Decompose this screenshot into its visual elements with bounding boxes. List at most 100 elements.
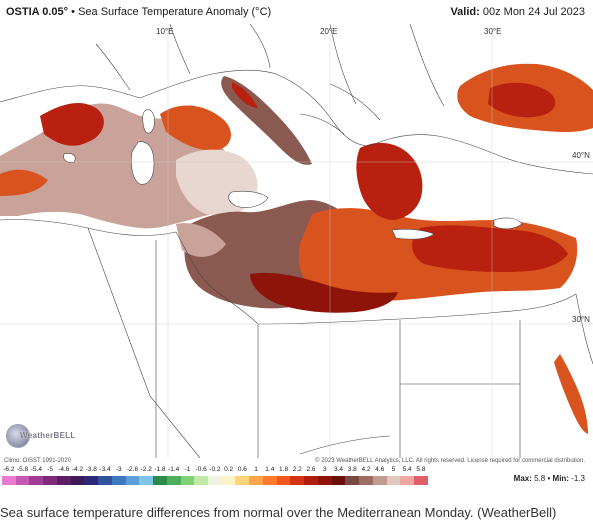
scale-swatch <box>125 476 140 485</box>
scale-bar <box>2 476 428 485</box>
scale-tick-label: -0.2 <box>209 466 221 473</box>
island-sicily <box>228 190 269 208</box>
sea-anomaly-alboran <box>0 169 48 196</box>
scale-tick-label: -1.8 <box>154 466 166 473</box>
scale-swatch <box>139 476 154 485</box>
scale-tick-label: -1.4 <box>168 466 180 473</box>
scale-tick-label: -1 <box>184 466 191 473</box>
country-borders <box>0 24 593 458</box>
lon-label-30e: 30°E <box>484 27 501 36</box>
scale-swatch <box>98 476 112 485</box>
scale-tick-label: -3.8 <box>85 466 97 473</box>
lon-label-10e: 10°E <box>156 27 173 36</box>
scale-swatch <box>166 476 181 485</box>
climo-note: Climo: OISST 1991-2020 <box>4 458 71 464</box>
sea-anomaly-levantine-hot <box>412 225 568 272</box>
map-canvas: 10°E 20°E 30°E 40°N 30°N <box>0 24 593 458</box>
scale-tick-label: -0.6 <box>195 466 207 473</box>
anomaly-map: 10°E 20°E 30°E 40°N 30°N <box>0 24 593 458</box>
scale-tick-label: -4.2 <box>71 466 84 473</box>
lat-label-40n: 40°N <box>572 151 590 160</box>
field-name: Sea Surface Temperature Anomaly (°C) <box>78 6 272 18</box>
scale-swatch <box>111 476 126 485</box>
color-scale: -6.2 -5.8 -5.4 -5 -4.6 -4.2 -3.8 -3.4 -3 -2.6 -2.2… <box>2 466 428 490</box>
scale-swatch <box>345 476 360 485</box>
scale-swatch <box>400 476 415 485</box>
sea-anomaly-western-hot <box>40 102 104 146</box>
maxmin-sep: • <box>547 474 551 483</box>
title-separator: • <box>71 6 75 18</box>
scale-swatch <box>2 476 16 485</box>
scale-tick-label: 1.4 <box>265 466 275 473</box>
scale-swatch <box>386 476 401 485</box>
scale-tick-label: 2.6 <box>306 466 316 473</box>
scale-swatch <box>56 476 71 485</box>
scale-swatch <box>43 476 57 485</box>
scale-tick-label: -5.8 <box>17 466 29 473</box>
scale-tick-label: 4.6 <box>375 466 385 473</box>
scale-swatch <box>153 476 167 485</box>
island-crete <box>391 228 435 240</box>
scale-swatch <box>359 476 373 485</box>
scale-swatch <box>84 476 99 485</box>
sea-anomaly-red-sea <box>554 354 588 434</box>
copyright-note: © 2023 WeatherBELL Analytics, LLC. All r… <box>315 458 585 464</box>
scale-tick-label: -3.4 <box>99 466 111 473</box>
max-min-readout: Max: 5.8 • Min: -1.3 <box>514 474 585 483</box>
scale-tick-label: -5 <box>47 466 53 473</box>
scale-tick-label: -4.6 <box>58 466 70 473</box>
scale-swatch <box>317 476 332 485</box>
scale-swatch <box>235 476 250 485</box>
scale-swatch <box>304 476 318 485</box>
island-sardinia <box>130 141 155 185</box>
figure-caption: Sea surface temperature differences from… <box>0 505 557 520</box>
valid-time-value: 00z Mon 24 Jul 2023 <box>482 6 585 18</box>
scale-tick-label: -3 <box>115 466 122 473</box>
scale-tick-label: 1 <box>254 466 258 473</box>
min-value: -1.3 <box>571 474 585 483</box>
scale-tick-label: -2.2 <box>140 466 152 473</box>
sea-anomaly-ligurian <box>160 105 231 151</box>
map-title: OSTIA 0.05° • Sea Surface Temperature An… <box>0 6 271 18</box>
weatherbell-logo: WeatherBELL <box>4 424 76 450</box>
scale-swatch <box>70 476 85 485</box>
scale-tick-label: -6.2 <box>3 466 15 473</box>
map-header: OSTIA 0.05° • Sea Surface Temperature An… <box>0 0 593 24</box>
scale-tick-label: 3 <box>322 466 327 473</box>
scale-tick-label: 3.8 <box>347 466 357 473</box>
max-value: 5.8 <box>534 474 546 483</box>
product-name: OSTIA 0.05° <box>6 6 69 18</box>
scale-tick-label: -5.4 <box>30 466 42 473</box>
scale-swatch <box>290 476 305 485</box>
scale-swatch <box>180 476 195 485</box>
scale-swatch <box>276 476 291 485</box>
scale-tick-label: 0.2 <box>224 466 234 473</box>
scale-swatch <box>249 476 263 485</box>
sea-anomaly-black-sea-hot <box>488 82 556 118</box>
valid-time: Valid: 00z Mon 24 Jul 2023 <box>450 6 593 18</box>
scale-tick-label: 4.2 <box>361 466 371 473</box>
scale-tick-label: 1.8 <box>279 466 289 473</box>
island-corsica <box>142 109 155 134</box>
scale-swatch <box>15 476 30 485</box>
scale-swatch <box>208 476 222 485</box>
max-label: Max: <box>513 474 532 483</box>
weatherbell-globe-icon <box>6 424 30 448</box>
scale-swatch <box>29 476 44 485</box>
scale-swatch <box>221 476 236 485</box>
island-cyprus <box>493 217 523 230</box>
scale-tick-label: 3.4 <box>333 466 344 473</box>
scale-swatch <box>331 476 346 485</box>
scale-swatch <box>194 476 209 485</box>
logo-text: WeatherBELL <box>20 431 76 440</box>
scale-ticks: -6.2 -5.8 -5.4 -5 -4.6 -4.2 -3.8 -3.4 -3 -2.6 -2.2… <box>2 466 428 475</box>
min-label: Min: <box>552 474 569 483</box>
graticule <box>0 24 593 458</box>
lon-label-20e: 20°E <box>320 27 337 36</box>
scale-swatch <box>372 476 387 485</box>
scale-tick-label: 5.8 <box>416 466 426 473</box>
sea-anomaly-sicily-channel <box>176 223 226 257</box>
scale-tick-label: 5.4 <box>402 466 412 473</box>
valid-label: Valid: <box>450 6 480 18</box>
sea-anomaly-libya-coast <box>250 272 398 313</box>
